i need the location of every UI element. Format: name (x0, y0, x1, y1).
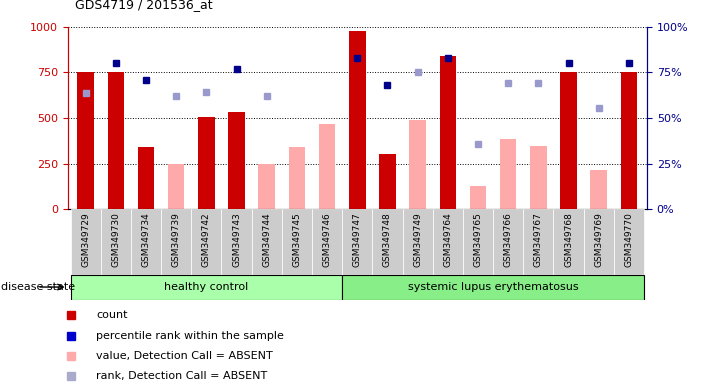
Bar (228, 112, 245, 209)
Bar (70, 209, 101, 275)
Bar (523, 209, 553, 275)
Text: GSM349746: GSM349746 (323, 213, 331, 267)
Bar (319, 124, 336, 209)
Bar (282, 209, 312, 275)
Text: GSM349748: GSM349748 (383, 213, 392, 267)
Bar (493, 209, 523, 275)
Text: GSM349766: GSM349766 (503, 213, 513, 267)
Bar (379, 154, 396, 209)
Text: GSM349769: GSM349769 (594, 213, 603, 267)
Bar (500, 139, 516, 209)
Bar (342, 275, 644, 300)
Bar (584, 209, 614, 275)
Text: GDS4719 / 201536_at: GDS4719 / 201536_at (75, 0, 213, 12)
Bar (553, 209, 584, 275)
Text: GSM349744: GSM349744 (262, 213, 271, 267)
Bar (107, 73, 124, 209)
Bar (560, 73, 577, 209)
Bar (439, 56, 456, 209)
Text: GSM349743: GSM349743 (232, 213, 241, 267)
Text: GSM349764: GSM349764 (444, 213, 452, 267)
Text: GSM349730: GSM349730 (112, 213, 120, 267)
Text: GSM349747: GSM349747 (353, 213, 362, 267)
Text: healthy control: healthy control (164, 282, 249, 292)
Text: GSM349742: GSM349742 (202, 213, 211, 267)
Text: GSM349749: GSM349749 (413, 213, 422, 267)
Bar (198, 117, 215, 209)
Bar (433, 209, 463, 275)
Text: systemic lupus erythematosus: systemic lupus erythematosus (408, 282, 579, 292)
Bar (463, 209, 493, 275)
Text: GSM349739: GSM349739 (171, 213, 181, 267)
Bar (258, 164, 275, 209)
Text: GSM349729: GSM349729 (81, 213, 90, 267)
Text: count: count (96, 310, 127, 321)
Bar (621, 73, 637, 209)
Bar (402, 209, 433, 275)
Bar (131, 209, 161, 275)
Bar (138, 147, 154, 209)
Text: rank, Detection Call = ABSENT: rank, Detection Call = ABSENT (96, 371, 267, 381)
Bar (221, 209, 252, 275)
Bar (342, 209, 373, 275)
Bar (530, 146, 547, 209)
Text: GSM349765: GSM349765 (474, 213, 483, 267)
Bar (614, 209, 644, 275)
Bar (410, 120, 426, 209)
Text: GSM349767: GSM349767 (534, 213, 543, 267)
Bar (289, 147, 305, 209)
Text: value, Detection Call = ABSENT: value, Detection Call = ABSENT (96, 351, 273, 361)
Bar (373, 209, 402, 275)
Bar (161, 209, 191, 275)
Bar (77, 73, 94, 209)
Bar (191, 209, 221, 275)
Text: GSM349734: GSM349734 (141, 213, 151, 267)
Bar (312, 209, 342, 275)
Bar (252, 209, 282, 275)
Text: percentile rank within the sample: percentile rank within the sample (96, 331, 284, 341)
Bar (470, 185, 486, 209)
Bar (70, 275, 342, 300)
Text: GSM349770: GSM349770 (624, 213, 634, 267)
Bar (168, 164, 184, 209)
Bar (349, 31, 365, 209)
Text: GSM349745: GSM349745 (292, 213, 301, 267)
Text: disease state: disease state (1, 282, 75, 292)
Bar (590, 170, 607, 209)
Bar (101, 209, 131, 275)
Text: GSM349768: GSM349768 (564, 213, 573, 267)
